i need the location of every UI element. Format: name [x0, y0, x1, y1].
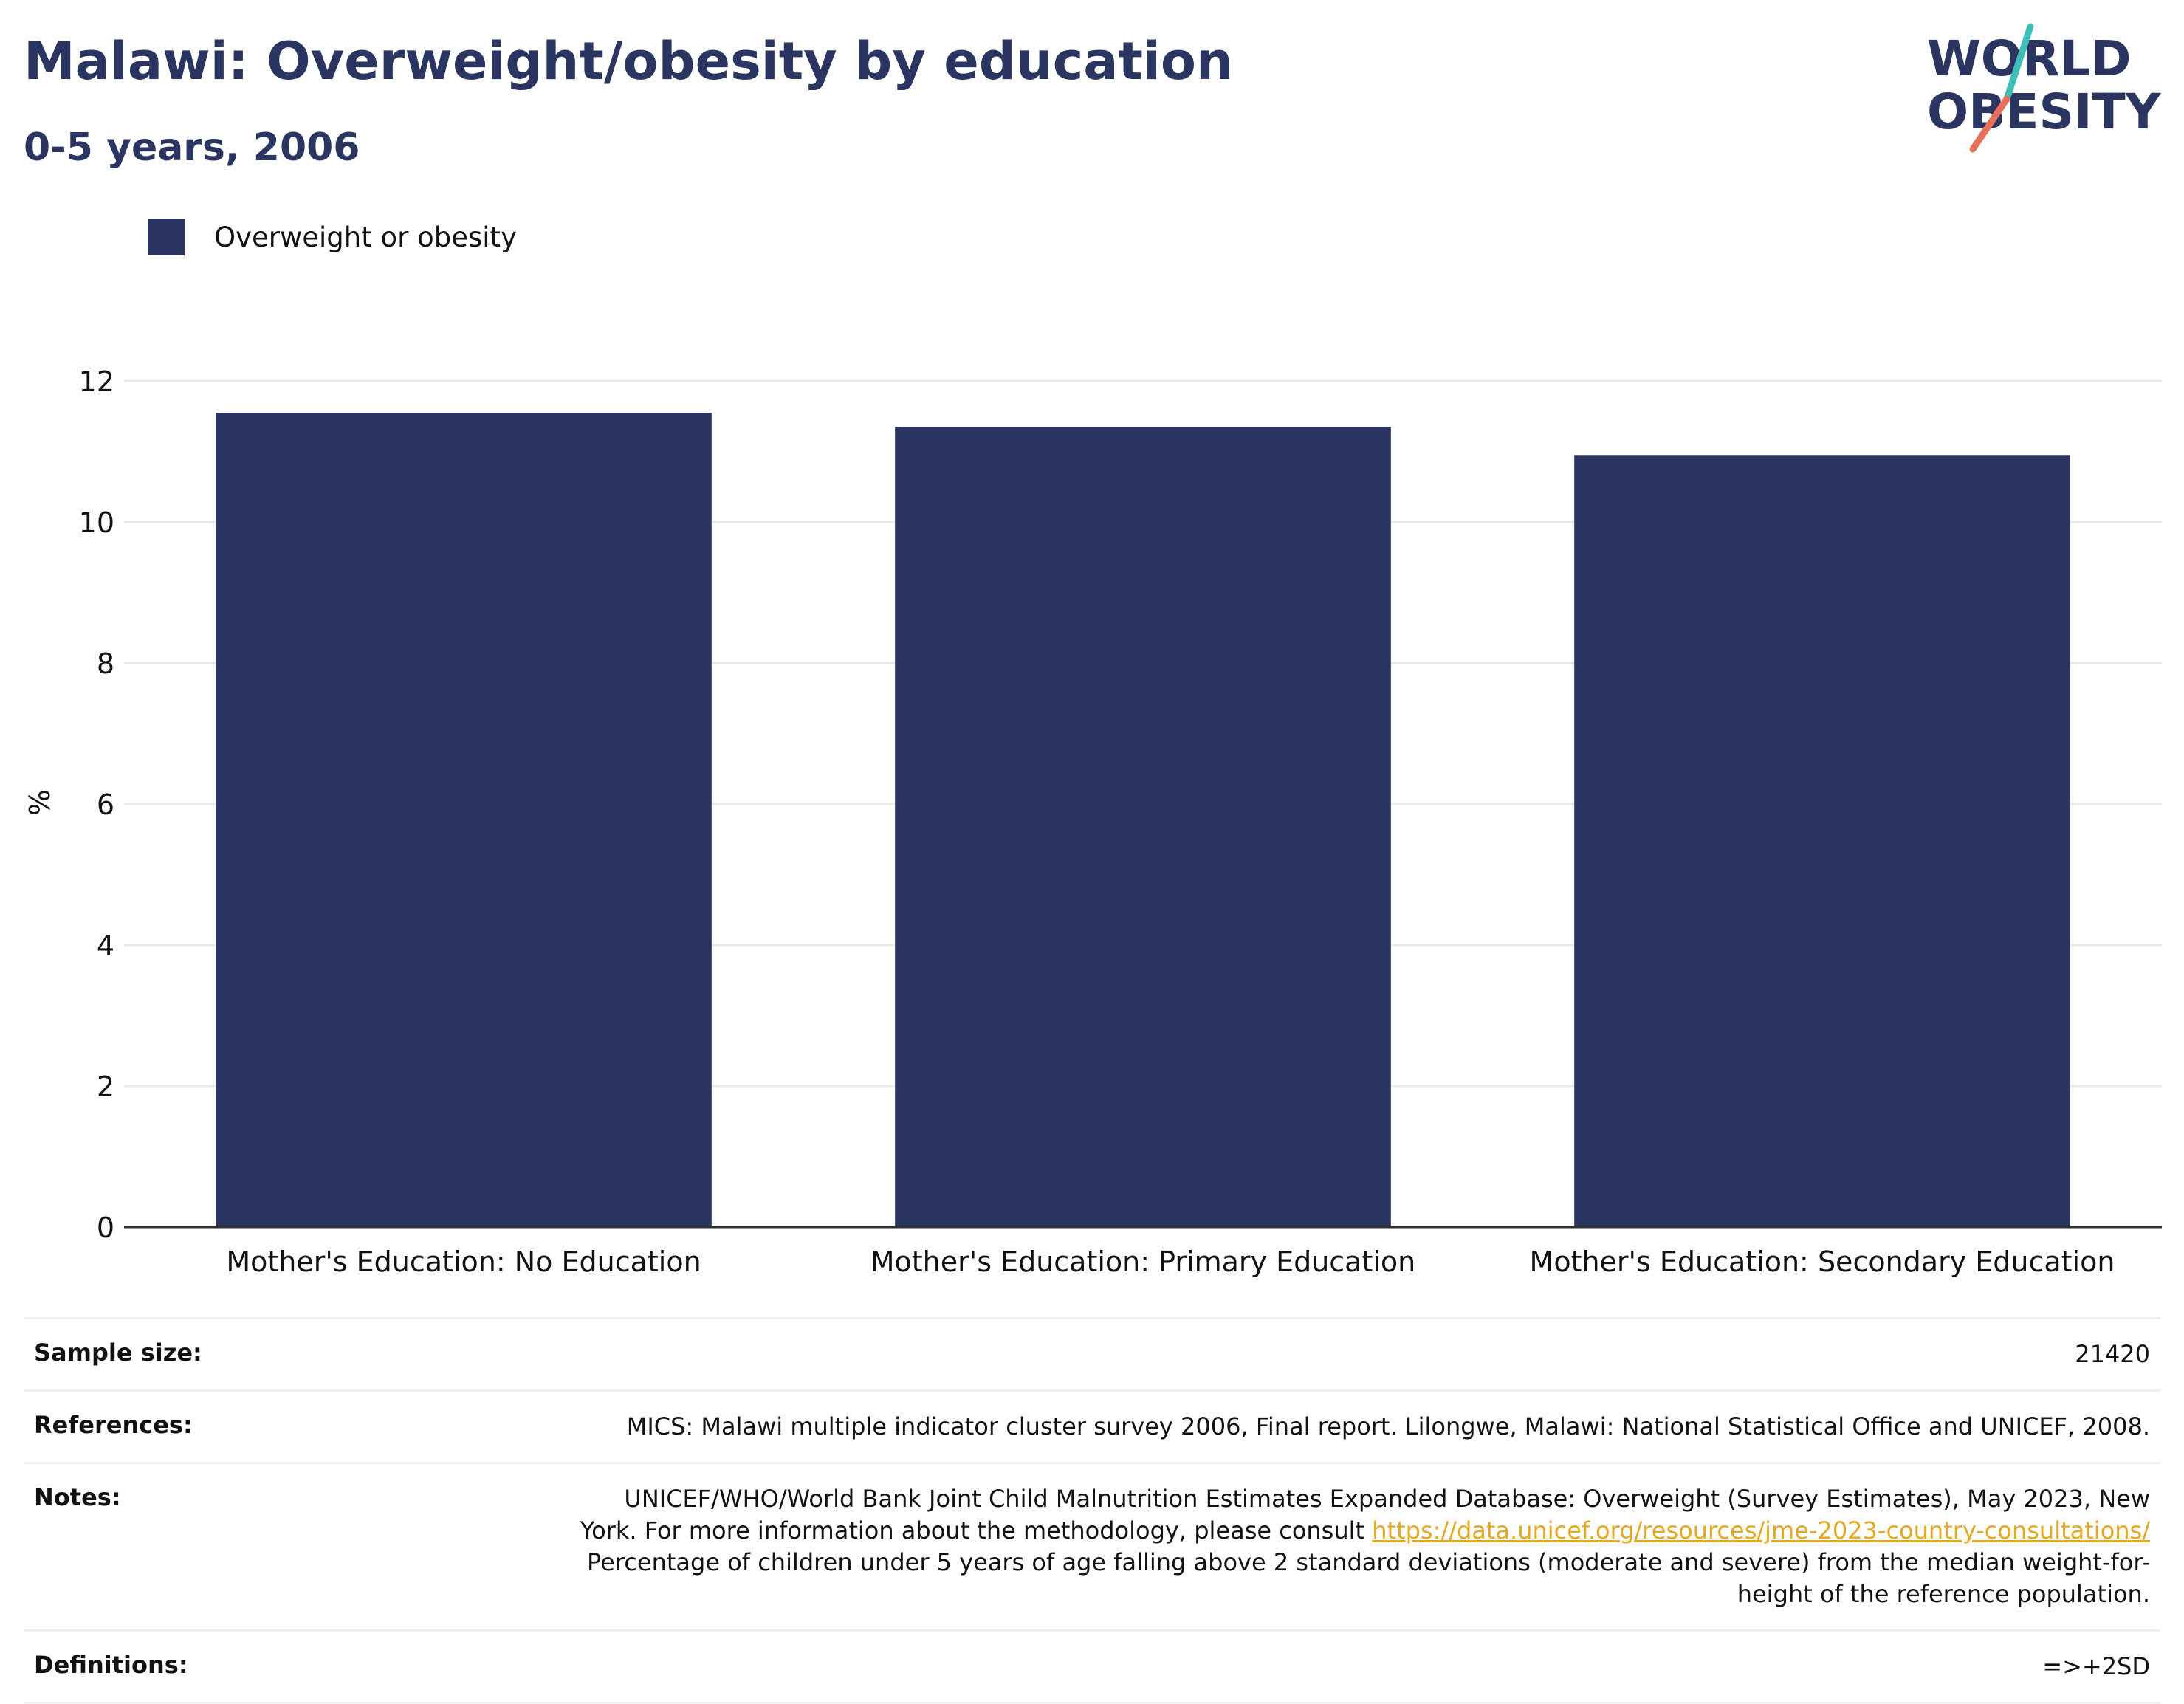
legend-label: Overweight or obesity [214, 221, 517, 253]
logo-slash-bottom [1969, 95, 2010, 153]
definitions-row: Definitions: =>+2SD [24, 1629, 2160, 1704]
notes-line-1: UNICEF/WHO/World Bank Joint Child Malnut… [624, 1485, 2150, 1513]
bar-chart: 0 2 4 6 8 10 12 Mother's Education: No Educatio… [79, 365, 2162, 1278]
methodology-link[interactable]: https://data.unicef.org/resources/jme-20… [1372, 1516, 2150, 1545]
references-value: MICS: Malawi multiple indicator cluster … [626, 1412, 2150, 1440]
y-tick-label: 4 [97, 930, 114, 962]
x-tick-label: Mother's Education: Secondary Education [1530, 1246, 2115, 1278]
world-obesity-logo: WORLD OBESITY [1927, 23, 2162, 153]
y-tick-label: 12 [79, 365, 114, 398]
notes-value: UNICEF/WHO/World Bank Joint Child Malnut… [580, 1483, 2150, 1610]
y-tick-label: 6 [97, 789, 114, 821]
definitions-value: =>+2SD [2042, 1652, 2150, 1680]
sample-size-row: Sample size: 21420 [24, 1317, 2160, 1389]
bar [1574, 455, 2070, 1227]
y-tick-label: 10 [79, 506, 114, 539]
definitions-label: Definitions: [34, 1651, 188, 1679]
y-tick-label: 2 [97, 1071, 114, 1103]
references-row: References: MICS: Malawi multiple indica… [24, 1389, 2160, 1462]
legend: Overweight or obesity [148, 219, 517, 255]
sample-size-label: Sample size: [34, 1339, 202, 1367]
notes-line-4: height of the reference population. [1737, 1580, 2150, 1608]
notes-line-3: Percentage of children under 5 years of … [587, 1548, 2150, 1576]
logo-line-obesity: OBESITY [1927, 83, 2162, 140]
chart-subtitle: 0-5 years, 2006 [24, 126, 360, 170]
bar [895, 427, 1391, 1228]
bar [216, 412, 712, 1227]
x-tick-label: Mother's Education: No Education [226, 1246, 701, 1278]
notes-line-2: York. For more information about the met… [580, 1516, 1373, 1545]
info-table: Sample size: 21420 References: MICS: Mal… [24, 1317, 2160, 1704]
legend-swatch [148, 219, 185, 255]
logo-slash-top [2003, 23, 2034, 103]
y-tick-label: 8 [97, 647, 114, 680]
sample-size-value: 21420 [2075, 1340, 2150, 1368]
y-tick-label: 0 [97, 1212, 114, 1244]
chart-title: Malawi: Overweight/obesity by education [24, 31, 1233, 92]
notes-label: Notes: [34, 1483, 121, 1511]
notes-row: Notes: UNICEF/WHO/World Bank Joint Child… [24, 1462, 2160, 1629]
references-label: References: [34, 1411, 193, 1439]
x-tick-label: Mother's Education: Primary Education [870, 1246, 1416, 1278]
